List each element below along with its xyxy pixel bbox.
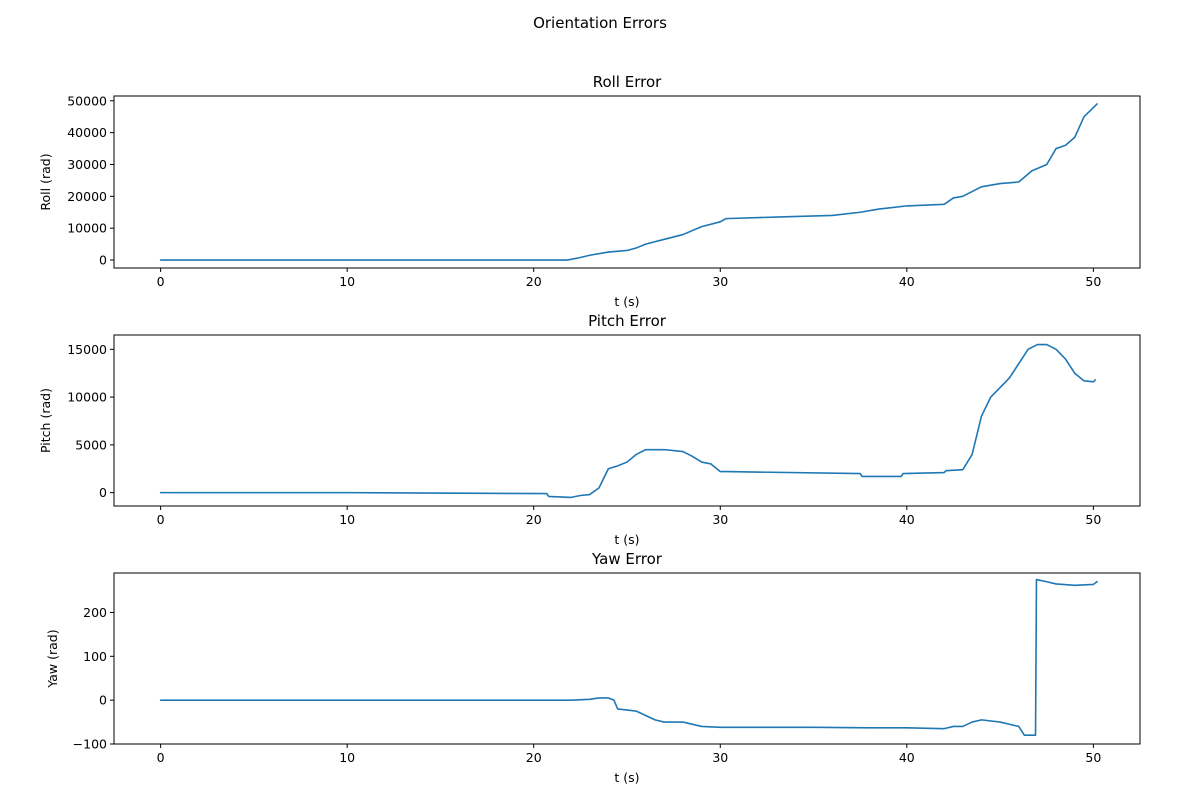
pitch-error-xlabel: t (s) (614, 532, 639, 547)
pitch-error-xtick-label: 30 (712, 512, 728, 527)
roll-error-ytick-label: 50000 (67, 93, 107, 108)
pitch-error-frame (113, 334, 1141, 507)
roll-error-xtick-label: 10 (339, 274, 355, 289)
yaw-error-ylabel: Yaw (rad) (45, 629, 60, 688)
roll-error-title: Roll Error (593, 73, 662, 91)
yaw-error-xlabel: t (s) (614, 770, 639, 785)
pitch-error-ytick-label: 15000 (67, 342, 107, 357)
roll-error-xtick-label: 0 (157, 274, 165, 289)
yaw-error-ytick-label: 100 (83, 649, 107, 664)
roll-error-series-line (159, 103, 1098, 261)
roll-error-ytick-label: 20000 (67, 189, 107, 204)
pitch-error-xtick-label: 40 (899, 512, 915, 527)
pitch-error-xtick-label: 20 (526, 512, 542, 527)
yaw-error-axes: Yaw Error 0 10 20 30 40 50 −100 0 100 200 t (s) Yaw … (45, 550, 1141, 785)
yaw-error-ytick-label: −100 (73, 737, 107, 752)
yaw-error-series-line (159, 578, 1098, 737)
yaw-error-ytick-label: 0 (99, 693, 107, 708)
roll-error-xtick-label: 50 (1085, 274, 1101, 289)
roll-error-ytick-label: 40000 (67, 125, 107, 140)
yaw-error-xtick-label: 20 (526, 750, 542, 765)
figure-suptitle: Orientation Errors (533, 14, 667, 32)
pitch-error-xtick-label: 50 (1085, 512, 1101, 527)
roll-error-xtick-label: 40 (899, 274, 915, 289)
yaw-error-frame (113, 572, 1141, 745)
yaw-error-title: Yaw Error (591, 550, 663, 568)
pitch-error-ytick-label: 0 (99, 485, 107, 500)
pitch-error-title: Pitch Error (588, 312, 667, 330)
yaw-error-xtick-label: 40 (899, 750, 915, 765)
yaw-error-xtick-label: 0 (157, 750, 165, 765)
yaw-error-xtick-label: 30 (712, 750, 728, 765)
pitch-error-xtick-label: 0 (157, 512, 165, 527)
pitch-error-ylabel: Pitch (rad) (38, 388, 53, 453)
pitch-error-axes: Pitch Error 0 10 20 30 40 50 0 5000 10000 15000 t (… (38, 312, 1141, 547)
roll-error-xtick-label: 20 (526, 274, 542, 289)
yaw-error-xtick-label: 10 (339, 750, 355, 765)
yaw-error-ytick-label: 200 (83, 605, 107, 620)
pitch-error-xtick-label: 10 (339, 512, 355, 527)
pitch-error-series-line (159, 343, 1097, 499)
pitch-error-ytick-label: 5000 (75, 437, 107, 452)
roll-error-xlabel: t (s) (614, 294, 639, 309)
roll-error-ytick-label: 30000 (67, 157, 107, 172)
roll-error-xtick-label: 30 (712, 274, 728, 289)
roll-error-frame (113, 95, 1141, 269)
roll-error-axes: Roll Error 0 10 20 30 40 50 0 10000 20000 30000 400… (38, 73, 1141, 309)
roll-error-ytick-label: 0 (99, 253, 107, 268)
roll-error-ylabel: Roll (rad) (38, 153, 53, 210)
roll-error-ytick-label: 10000 (67, 221, 107, 236)
pitch-error-ytick-label: 10000 (67, 390, 107, 405)
yaw-error-xtick-label: 50 (1085, 750, 1101, 765)
